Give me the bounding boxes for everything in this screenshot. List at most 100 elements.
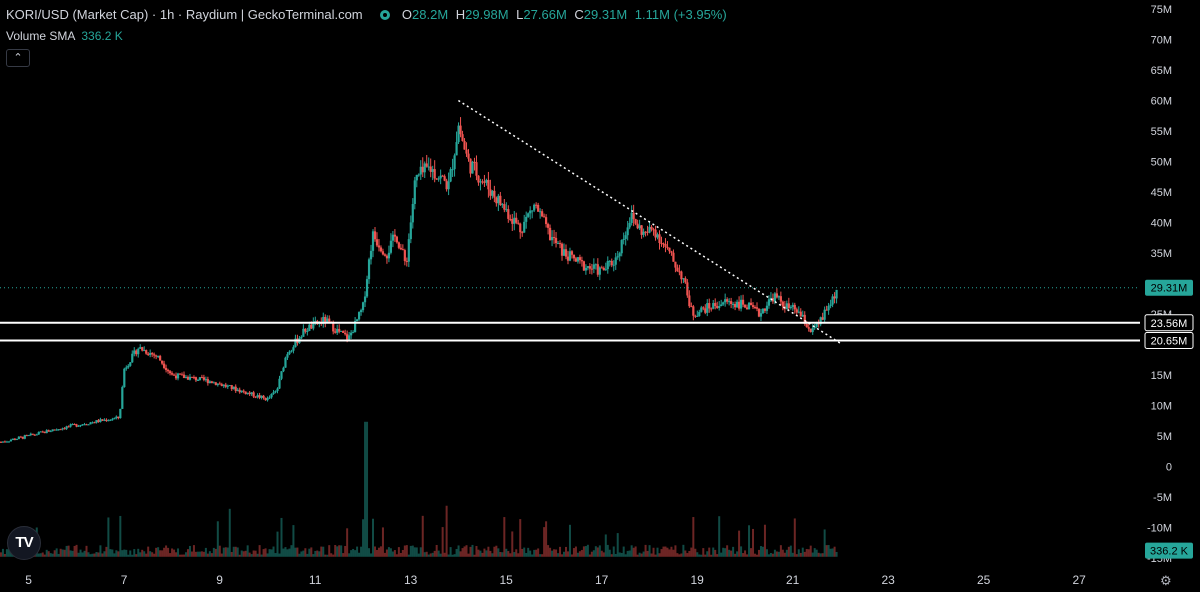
volume-bar (222, 547, 225, 557)
candle-body (361, 302, 365, 311)
volume-bar (107, 517, 110, 557)
candle-body (767, 299, 771, 306)
volume-bar (566, 551, 569, 557)
candle-body (700, 307, 703, 312)
volume-bar (598, 545, 601, 557)
candle-body (795, 309, 798, 313)
volume-bar (190, 551, 193, 557)
volume-bar (801, 547, 804, 557)
volume-bar (835, 551, 838, 557)
volume-bar (630, 545, 633, 557)
volume-bar (403, 545, 406, 557)
volume-bar (684, 550, 687, 557)
candle-body (63, 428, 66, 430)
volume-bar (574, 546, 577, 557)
volume-bar (491, 553, 494, 557)
volume-bar (555, 549, 558, 557)
candle-body (135, 350, 138, 355)
volume-bar (620, 552, 623, 557)
candle-body (248, 392, 251, 395)
candle-body (198, 377, 202, 380)
volume-bar (559, 546, 562, 557)
volume-bar (789, 545, 792, 557)
candle-body (674, 261, 677, 268)
candle-body (0, 441, 3, 443)
volume-bar (379, 546, 382, 557)
candle-body (682, 278, 685, 280)
candle-body (186, 376, 190, 380)
candle-body (437, 178, 440, 180)
volume-bar (537, 548, 540, 557)
candle-body (584, 267, 587, 271)
candle-body (365, 279, 369, 297)
y-tick-label: 10M (1151, 401, 1172, 413)
candle-body (560, 243, 564, 256)
candle-body (483, 181, 486, 183)
volume-bar (55, 548, 58, 557)
volume-bar (686, 553, 689, 557)
candle-body (234, 386, 237, 392)
candle-body (77, 425, 80, 427)
collapse-legend-button[interactable]: ⌃ (6, 49, 30, 67)
candle-body (260, 395, 263, 398)
volume-bar (181, 554, 184, 557)
volume-bar (465, 545, 468, 557)
candle-body (107, 420, 110, 422)
volume-bar (366, 421, 369, 557)
candle-body (475, 162, 478, 176)
candle-body (722, 302, 725, 305)
volume-bar (809, 545, 812, 557)
candle-body (393, 234, 396, 237)
candle-body (678, 271, 681, 273)
candle-body (216, 383, 219, 386)
candle-body (268, 397, 271, 399)
volume-bar (501, 552, 504, 557)
volume-bar (489, 550, 492, 557)
volume-bar (445, 505, 448, 557)
candle-body (497, 195, 500, 204)
candle-body (224, 384, 227, 387)
volume-bar (505, 548, 508, 557)
volume-bar (308, 548, 311, 557)
volume-bar (479, 550, 482, 557)
volume-bar (702, 548, 705, 557)
volume-bar (714, 549, 717, 557)
volume-bar (338, 545, 341, 557)
candle-body (741, 299, 745, 305)
volume-bar (304, 548, 307, 557)
settings-gear-icon[interactable]: ⚙ (1160, 573, 1172, 588)
volume-bar (704, 554, 707, 557)
volume-bar (771, 553, 774, 557)
volume-bar (614, 553, 617, 557)
visibility-eye-icon[interactable] (380, 10, 391, 20)
volume-bar (551, 550, 554, 557)
volume-bar (206, 553, 209, 557)
candle-body (369, 250, 373, 260)
volume-sma-legend[interactable]: Volume SMA 336.2 K (6, 29, 123, 43)
volume-bar (51, 553, 54, 557)
volume-bar (557, 553, 560, 557)
x-tick-label: 9 (216, 573, 223, 587)
candle-body (515, 217, 518, 223)
volume-bar (159, 550, 162, 557)
x-tick-label: 11 (309, 573, 322, 587)
candle-body (546, 224, 550, 228)
volume-bar (236, 547, 239, 557)
y-tick-label: 40M (1151, 218, 1172, 230)
candle-body (439, 175, 442, 179)
candle-body (801, 314, 804, 317)
candle-body (473, 161, 476, 163)
candle-body (654, 229, 657, 238)
tradingview-logo[interactable]: TV (7, 526, 41, 560)
candle-body (206, 379, 209, 384)
candle-body (608, 260, 611, 262)
volume-bar (471, 544, 474, 557)
candle-body (157, 355, 160, 357)
volume-bar (720, 552, 723, 557)
x-tick-label: 23 (881, 573, 895, 587)
volume-bar (270, 549, 273, 557)
volume-bar (507, 551, 510, 557)
x-tick-label: 17 (595, 573, 609, 587)
volume-bar (352, 548, 355, 557)
